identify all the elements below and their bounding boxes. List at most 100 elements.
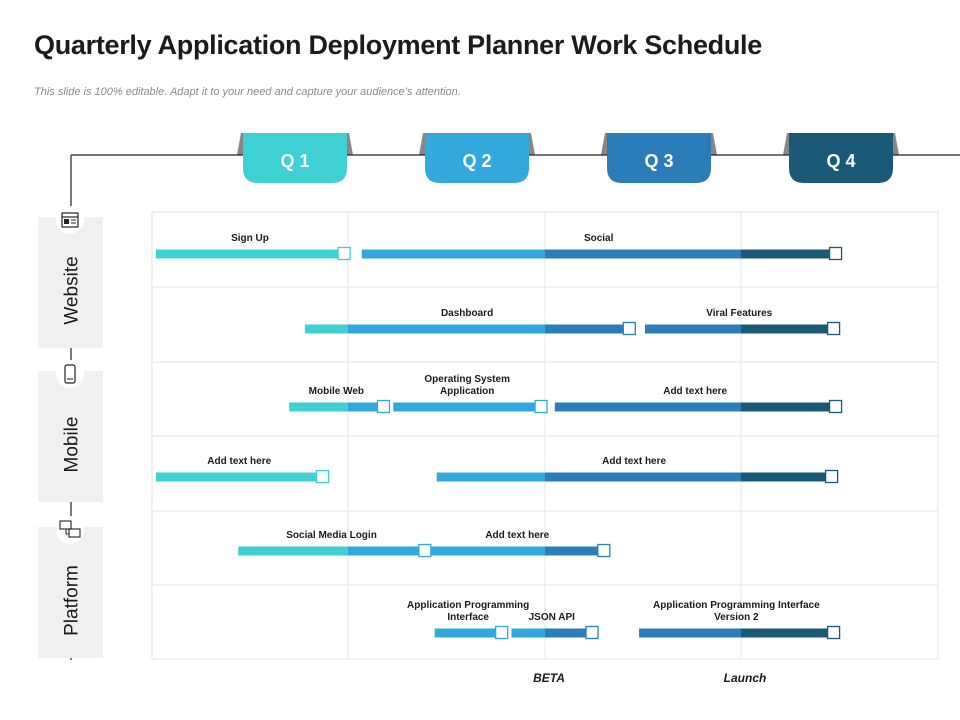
task-end-marker: [337, 246, 351, 261]
task-end-marker: [376, 399, 391, 414]
page-subtitle: This slide is 100% editable. Adapt it to…: [34, 86, 461, 98]
platform-network-icon: [56, 516, 84, 544]
task-bar-segment: [393, 402, 542, 412]
category-column: Website Mobile Platform: [38, 206, 103, 658]
task-label: Viral Features: [706, 308, 772, 319]
task-bar-segment: [741, 402, 836, 412]
category-website: Website: [38, 206, 103, 348]
task-bar-segment: [741, 324, 834, 334]
quarter-label: Q 3: [644, 151, 673, 171]
task-bar-segment: [348, 402, 384, 412]
task-label: Social Media Login: [286, 530, 377, 541]
task-sign-up: Sign Up: [155, 233, 351, 261]
task-label: JSON API: [529, 612, 576, 623]
task-label: Application Programming: [407, 600, 529, 611]
task-label: Sign Up: [231, 233, 269, 244]
quarter-tab-1: Q 1: [237, 133, 353, 183]
quarter-tab-2: Q 2: [419, 133, 535, 183]
quarter-label: Q 2: [462, 151, 491, 171]
task-social: Social: [361, 233, 843, 261]
task-bar-segment: [348, 546, 425, 556]
task-bar-segment: [545, 324, 630, 334]
task-label: Add text here: [485, 530, 549, 541]
task-label: Add text here: [602, 456, 666, 467]
task-add-text-here: Add text here: [155, 456, 330, 484]
task-bar-segment: [155, 472, 323, 482]
category-label: Website: [62, 256, 83, 324]
task-bar-segment: [434, 628, 502, 638]
page-title: Quarterly Application Deployment Planner…: [34, 30, 762, 60]
task-social-media-login: Social Media Login: [238, 530, 432, 558]
category-panel: [38, 217, 103, 348]
task-end-marker: [826, 625, 841, 640]
task-bar-segment: [639, 628, 741, 638]
task-mobile-web: Mobile Web: [289, 386, 391, 414]
task-end-marker: [534, 399, 548, 414]
milestones: BETA Launch: [533, 671, 766, 685]
category-panel: [38, 371, 103, 502]
task-end-marker: [828, 399, 843, 414]
task-bar-segment: [741, 249, 836, 259]
quarter-timeline: Q 1 Q 2 Q 3 Q 4: [70, 133, 960, 660]
task-bar-segment: [361, 249, 545, 259]
task-bar-segment: [430, 546, 545, 556]
task-bar-segment: [554, 402, 741, 412]
task-bar-segment: [511, 628, 545, 638]
task-end-marker: [828, 246, 843, 261]
task-label: Social: [584, 233, 614, 244]
milestone-beta: BETA: [533, 671, 565, 685]
task-bar-segment: [741, 472, 832, 482]
category-platform: Platform: [38, 516, 103, 658]
quarter-tab-3: Q 3: [601, 133, 717, 183]
task-label: Interface: [447, 612, 489, 623]
task-add-text-here: Add text here: [554, 386, 843, 414]
task-label: Mobile Web: [309, 386, 364, 397]
website-icon: [56, 206, 84, 234]
task-label: Operating System: [424, 374, 510, 385]
icon-badge: [56, 360, 84, 388]
icon-stroke: [61, 212, 79, 228]
task-label: Application: [440, 386, 494, 397]
task-bar-segment: [289, 402, 348, 412]
task-bar-segment: [436, 472, 545, 482]
task-bar-segment: [545, 249, 741, 259]
quarter-tab: [789, 133, 893, 183]
mobile-phone-icon: [56, 360, 84, 388]
task-bar-segment: [545, 628, 593, 638]
task-label: Add text here: [207, 456, 271, 467]
task-dashboard: Dashboard: [304, 308, 636, 336]
quarter-tab-4: Q 4: [783, 133, 899, 183]
task-label: Application Programming Interface: [653, 600, 820, 611]
category-panel: [38, 527, 103, 658]
task-json-api: JSON API: [511, 612, 599, 640]
task-bar-segment: [348, 324, 545, 334]
task-label: Add text here: [663, 386, 727, 397]
quarter-tab: [607, 133, 711, 183]
task-end-marker: [826, 321, 841, 336]
task-bar-segment: [741, 628, 834, 638]
task-end-marker: [418, 543, 432, 558]
task-end-marker: [597, 543, 611, 558]
schedule-grid: [151, 211, 939, 660]
task-viral-features: Viral Features: [644, 308, 841, 336]
task-bar-segment: [545, 472, 741, 482]
quarter-label: Q 1: [280, 151, 309, 171]
task-add-text-here: Add text here: [436, 456, 839, 484]
task-end-marker: [622, 321, 636, 336]
icon-stroke: [64, 364, 76, 384]
icon-stroke: [64, 219, 69, 224]
task-end-marker: [315, 469, 330, 484]
task-bar-segment: [155, 249, 345, 259]
task-end-marker: [585, 625, 599, 640]
task-bar-segment: [238, 546, 348, 556]
task-bar-segment: [545, 546, 604, 556]
task-label: Version 2: [714, 612, 759, 623]
icon-badge: [56, 206, 84, 234]
milestone-launch: Launch: [724, 671, 767, 685]
task-add-text-here: Add text here: [430, 530, 611, 558]
task-bar-segment: [304, 324, 348, 334]
quarter-tab: [425, 133, 529, 183]
